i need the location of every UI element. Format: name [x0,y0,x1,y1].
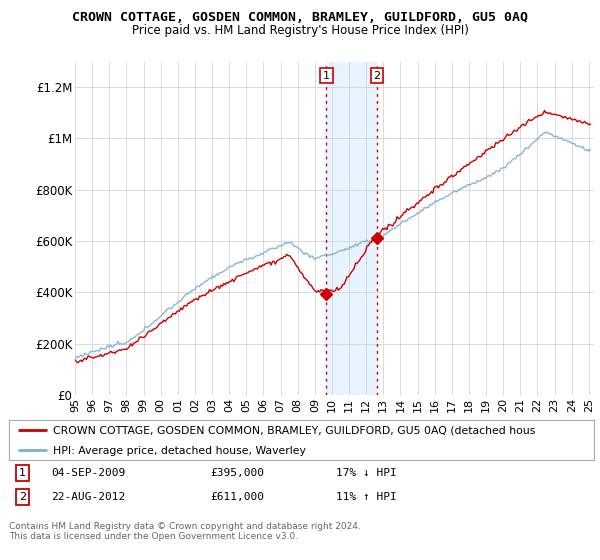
Text: 2: 2 [19,492,26,502]
Text: 2: 2 [373,71,380,81]
Bar [326,62,377,395]
Text: HPI: Average price, detached house, Waverley: HPI: Average price, detached house, Wave… [53,446,306,456]
Text: 17% ↓ HPI: 17% ↓ HPI [336,468,397,478]
Text: 22-AUG-2012: 22-AUG-2012 [51,492,125,502]
Text: 04-SEP-2009: 04-SEP-2009 [51,468,125,478]
Text: 1: 1 [323,71,330,81]
Text: CROWN COTTAGE, GOSDEN COMMON, BRAMLEY, GUILDFORD, GU5 0AQ (detached hous: CROWN COTTAGE, GOSDEN COMMON, BRAMLEY, G… [53,426,535,436]
Text: 1: 1 [19,468,26,478]
Text: Contains HM Land Registry data © Crown copyright and database right 2024.
This d: Contains HM Land Registry data © Crown c… [9,522,361,542]
Text: 11% ↑ HPI: 11% ↑ HPI [336,492,397,502]
Text: CROWN COTTAGE, GOSDEN COMMON, BRAMLEY, GUILDFORD, GU5 0AQ: CROWN COTTAGE, GOSDEN COMMON, BRAMLEY, G… [72,11,528,24]
Text: Price paid vs. HM Land Registry's House Price Index (HPI): Price paid vs. HM Land Registry's House … [131,24,469,36]
Text: £611,000: £611,000 [210,492,264,502]
Text: £395,000: £395,000 [210,468,264,478]
